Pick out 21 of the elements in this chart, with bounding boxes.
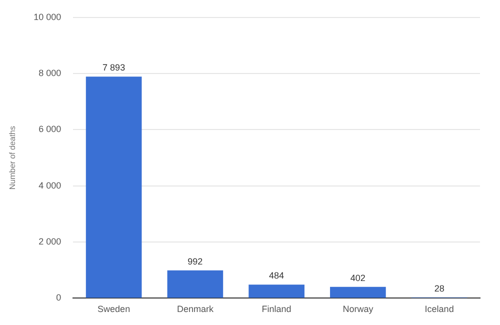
y-tick-label: 4 000 [38,180,62,190]
data-label: 484 [269,270,284,281]
x-tick-label: Iceland [424,304,454,314]
data-label: 992 [188,256,203,266]
y-tick-label: 8 000 [38,68,62,78]
bar [86,76,142,298]
x-tick-label: Norway [342,304,374,314]
x-tick-label: Sweden [98,304,130,314]
y-tick-label: 2 000 [38,236,62,247]
y-tick-label: 6 000 [38,124,62,134]
x-tick-label: Denmark [176,304,214,314]
data-label: 7 893 [102,62,126,73]
bar [167,270,224,298]
data-label: 28 [434,283,444,294]
data-label: 402 [350,272,366,283]
y-tick-label: 0 [56,292,62,303]
bar [248,284,304,298]
x-tick-label: Finland [262,304,292,314]
bar [330,286,386,298]
y-tick-label: 10 000 [34,12,62,22]
y-axis-title: Number of deaths [8,126,18,190]
